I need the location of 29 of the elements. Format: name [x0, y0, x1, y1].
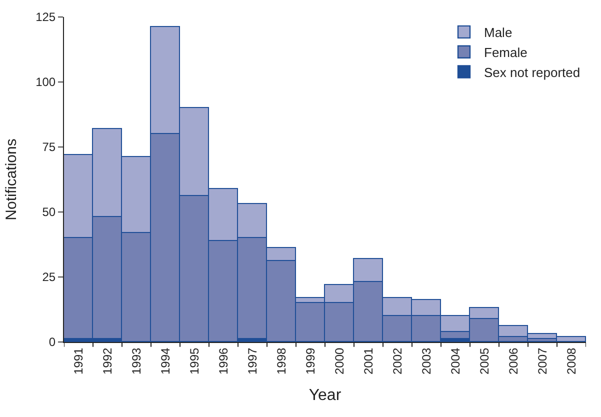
x-tick-label: 1993: [129, 347, 144, 375]
y-tick-label: 125: [36, 10, 56, 24]
legend-label: Female: [484, 44, 528, 60]
x-tick-label: 1992: [100, 347, 114, 375]
y-axis-title: Notifications: [2, 138, 20, 220]
x-tick-label: 2001: [361, 347, 376, 375]
x-tick-label: 2006: [506, 347, 520, 375]
y-tick-label: 75: [42, 140, 56, 154]
x-tick-label: 1999: [303, 347, 318, 375]
x-tick-label: 2000: [332, 347, 346, 375]
x-tick-label: 1995: [187, 347, 202, 375]
legend-label: Male: [484, 25, 512, 40]
x-axis-title: Year: [308, 387, 342, 404]
y-tick-label: 100: [36, 75, 56, 90]
x-tick-label: 1996: [216, 347, 230, 375]
x-tick-label: 2004: [448, 347, 462, 375]
x-tick-label: 1994: [158, 347, 172, 375]
x-tick-label: 2008: [564, 347, 578, 375]
x-tick-label: 2007: [535, 347, 550, 375]
x-tick-label: 2005: [477, 347, 492, 375]
x-tick-label: 1991: [71, 347, 86, 375]
legend-label: Sex not reported: [484, 64, 580, 80]
y-tick-label: 0: [48, 335, 56, 350]
y-tick-label: 25: [42, 270, 56, 284]
y-tick-label: 50: [42, 205, 56, 220]
x-tick-label: 1998: [274, 347, 288, 375]
x-tick-label: 2003: [419, 347, 434, 375]
x-tick-label: 2002: [390, 347, 404, 375]
x-tick-label: 1997: [245, 347, 260, 375]
